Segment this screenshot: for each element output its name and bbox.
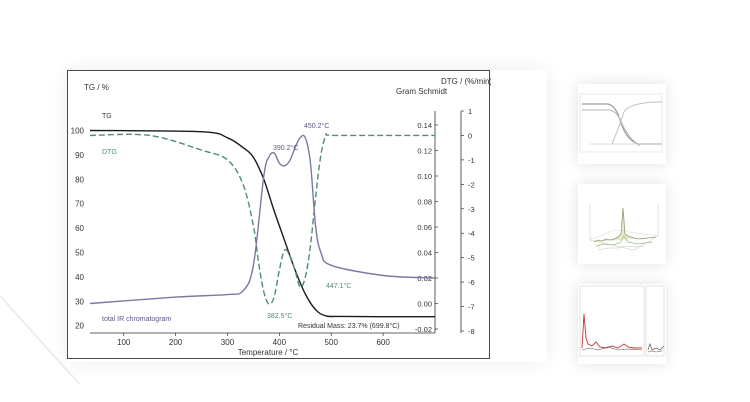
series-line-dtg [89,133,435,305]
dtg-tick-label: 0 [468,131,472,140]
gram-schmidt-tick-label: 0.06 [417,223,432,232]
main-chart-card: TG / % DTG / (%/min) Gram Schmidt Temper… [67,70,547,362]
left-axis-title: TG / % [84,83,109,92]
gram-schmidt-tick-label: 0.14 [417,121,432,130]
x-tick-label: 300 [221,338,235,347]
chart-svg: TG / % DTG / (%/min) Gram Schmidt Temper… [71,77,491,357]
left-tick-label: 60 [75,224,84,233]
left-tick-label: 80 [75,175,84,184]
gram-schmidt-tick-label: 0.08 [417,198,432,207]
left-tick-label: 70 [75,200,84,209]
dtg-tick-label: -8 [468,327,475,336]
dtg-tick-label: 1 [468,107,472,116]
x-tick-label: 100 [117,338,131,347]
dtg-tick-label: -4 [468,229,475,238]
peak-annotation: 447.1°C [326,282,351,290]
left-tick-label: 20 [75,322,84,331]
series-line-tg [89,129,435,318]
gram-schmidt-tick-label: 0.00 [417,300,432,309]
gram-schmidt-axis-title: Gram Schmidt [396,87,448,96]
gram-schmidt-tick-label: -0.02 [415,325,432,334]
gram-schmidt-tick-label: 0.12 [417,147,432,156]
dtg-tick-label: -5 [468,254,475,263]
thumbnail-tg-chart[interactable] [578,84,666,164]
x-axis-title: Temperature / °C [238,348,299,357]
gram-schmidt-tick-label: 0.02 [417,274,432,283]
thumbnail-ir-spectrum[interactable] [578,284,666,364]
dtg-tick-label: -6 [468,278,475,287]
residual-mass-annotation: Residual Mass: 23.7% (699.8°C) [298,322,400,330]
gram-schmidt-tick-label: 0.10 [417,172,432,181]
dtg-tick-label: -3 [468,205,475,214]
thumbnail-3d-spectrum[interactable] [578,184,666,264]
dtg-tick-label: -1 [468,156,475,165]
series-label-tg: TG [102,113,112,120]
left-tick-label: 90 [75,151,84,160]
dtg-tick-label: -2 [468,180,475,189]
x-tick-label: 600 [376,338,390,347]
chart-frame: TG / % DTG / (%/min) Gram Schmidt Temper… [67,70,491,359]
dtg-tick-label: -7 [468,303,475,312]
peak-annotation: 382.5°C [267,312,292,320]
peak-annotation: 390.2°C [273,144,298,152]
x-tick-label: 400 [273,338,287,347]
gram-schmidt-tick-label: 0.04 [417,249,432,258]
series-label-dtg: DTG [102,149,117,156]
left-tick-label: 50 [75,248,84,257]
left-tick-label: 100 [71,127,85,136]
x-tick-label: 500 [325,338,339,347]
series-label-ir: total IR chromatogram [102,316,171,323]
series-line-total-ir-chromatogram [89,134,436,305]
peak-annotation: 450.2°C [304,122,329,130]
x-tick-label: 200 [169,338,183,347]
left-tick-label: 40 [75,273,84,282]
left-tick-label: 30 [75,297,84,306]
right-axis-title: DTG / (%/min) [441,77,491,86]
